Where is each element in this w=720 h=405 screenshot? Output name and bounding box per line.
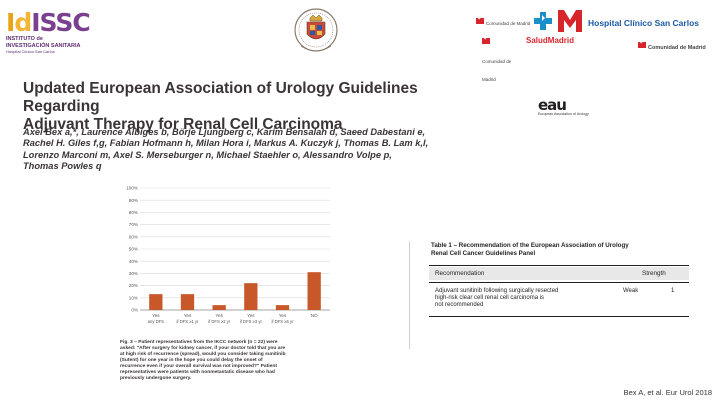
chart-x-tick-label: Yes bbox=[184, 313, 192, 318]
table-cell-recommendation: Adjuvant sunitinib following surgically … bbox=[435, 288, 559, 308]
table-header-strength: Strength bbox=[642, 270, 666, 277]
chart-y-tick-label: 30% bbox=[129, 271, 138, 276]
chart-x-tick-sublabel: if DFS ≥3 yr bbox=[240, 319, 263, 324]
chart-y-tick-label: 50% bbox=[129, 247, 138, 252]
chart-y-tick-label: 60% bbox=[129, 234, 138, 239]
table-header-row: Recommendation Strength bbox=[429, 267, 689, 280]
comunidad-madrid-logo: Comunidad de Madrid bbox=[638, 36, 706, 54]
hospital-name: Hospital Clínico San Carlos bbox=[588, 18, 699, 28]
divider bbox=[409, 241, 410, 349]
chart-bar bbox=[307, 272, 321, 310]
idissc-logo-text: INSTITUTO de INVESTIGACIÓN SANITARIA Hos… bbox=[6, 36, 81, 54]
paper-authors: Axel Bex a,*, Laurence Albiges b, Börje … bbox=[23, 127, 429, 172]
chart-x-tick-sublabel: if DFS ≥5 yr bbox=[271, 319, 294, 324]
comunidad-madrid-bottom-left-logo: Comunidad de Madrid bbox=[482, 32, 512, 82]
chart-x-tick-label: Yes bbox=[152, 313, 160, 318]
chart-x-tick-label: Yes bbox=[215, 313, 223, 318]
figure-caption: Fig. 3 – Patient representatives from th… bbox=[120, 340, 286, 381]
salud-madrid-text: SaludMadrid bbox=[526, 36, 575, 45]
chart-y-tick-label: 70% bbox=[129, 222, 138, 227]
chart-bar bbox=[275, 305, 290, 310]
chart-y-tick-label: 0% bbox=[131, 308, 138, 313]
chart-x-tick-sublabel: if DFS ≥2 yr bbox=[208, 319, 231, 324]
comunidad-madrid-small-logo: Comunidad de Madrid bbox=[476, 12, 530, 30]
recommendation-table: Table 1 – Recommendation of the European… bbox=[423, 232, 695, 350]
table-rule-bottom bbox=[429, 316, 689, 317]
chart-y-tick-label: 90% bbox=[129, 198, 138, 203]
idissc-logo: IdISSC INSTITUTO de INVESTIGACIÓN SANITA… bbox=[6, 8, 116, 55]
salud-madrid-cross-icon bbox=[532, 10, 554, 39]
chart-x-tick-sublabel: if DFS ≥1 yr bbox=[176, 319, 199, 324]
chart-bar bbox=[180, 294, 195, 310]
table-header-recommendation: Recommendation bbox=[435, 270, 485, 277]
chart-y-tick-label: 20% bbox=[129, 283, 138, 288]
idissc-logo-mark: IdISSC bbox=[6, 8, 91, 37]
table-rule-mid bbox=[429, 282, 689, 283]
table-caption: Table 1 – Recommendation of the European… bbox=[431, 242, 629, 257]
chart-bar bbox=[244, 283, 258, 310]
chart-y-tick-label: 40% bbox=[129, 259, 138, 264]
eau-logo: eau European Association of Urology bbox=[538, 96, 589, 117]
chart-y-tick-label: 80% bbox=[129, 210, 138, 215]
table-cell-strength: Weak bbox=[623, 288, 639, 294]
chart-x-tick-label: NO bbox=[311, 313, 318, 318]
patient-survey-bar-chart: 0% 10% 20% 30% 40% 50% 60% 70% 80% 90% 100% Yes any … bbox=[120, 182, 338, 330]
chart-bar bbox=[149, 294, 163, 310]
paper-title: Updated European Association of Urology … bbox=[23, 80, 418, 133]
chart-y-tick-label: 10% bbox=[129, 295, 138, 300]
chart-x-tick-sublabel: any DFS bbox=[148, 319, 164, 324]
citation: Bex A, et al. Eur Urol 2018 bbox=[623, 388, 712, 397]
chart-bar bbox=[212, 305, 226, 310]
chart-x-tick-label: Yes bbox=[279, 313, 287, 318]
table-rule-top bbox=[429, 265, 689, 266]
chart-x-tick-label: Yes bbox=[247, 313, 255, 318]
hospital-m-icon bbox=[556, 8, 584, 39]
university-crest-icon bbox=[293, 6, 339, 58]
table-cell-level: 1 bbox=[671, 288, 675, 294]
hospital-logos: Comunidad de Madrid Comunidad de Madrid … bbox=[476, 6, 716, 82]
chart-y-tick-label: 100% bbox=[126, 186, 138, 191]
